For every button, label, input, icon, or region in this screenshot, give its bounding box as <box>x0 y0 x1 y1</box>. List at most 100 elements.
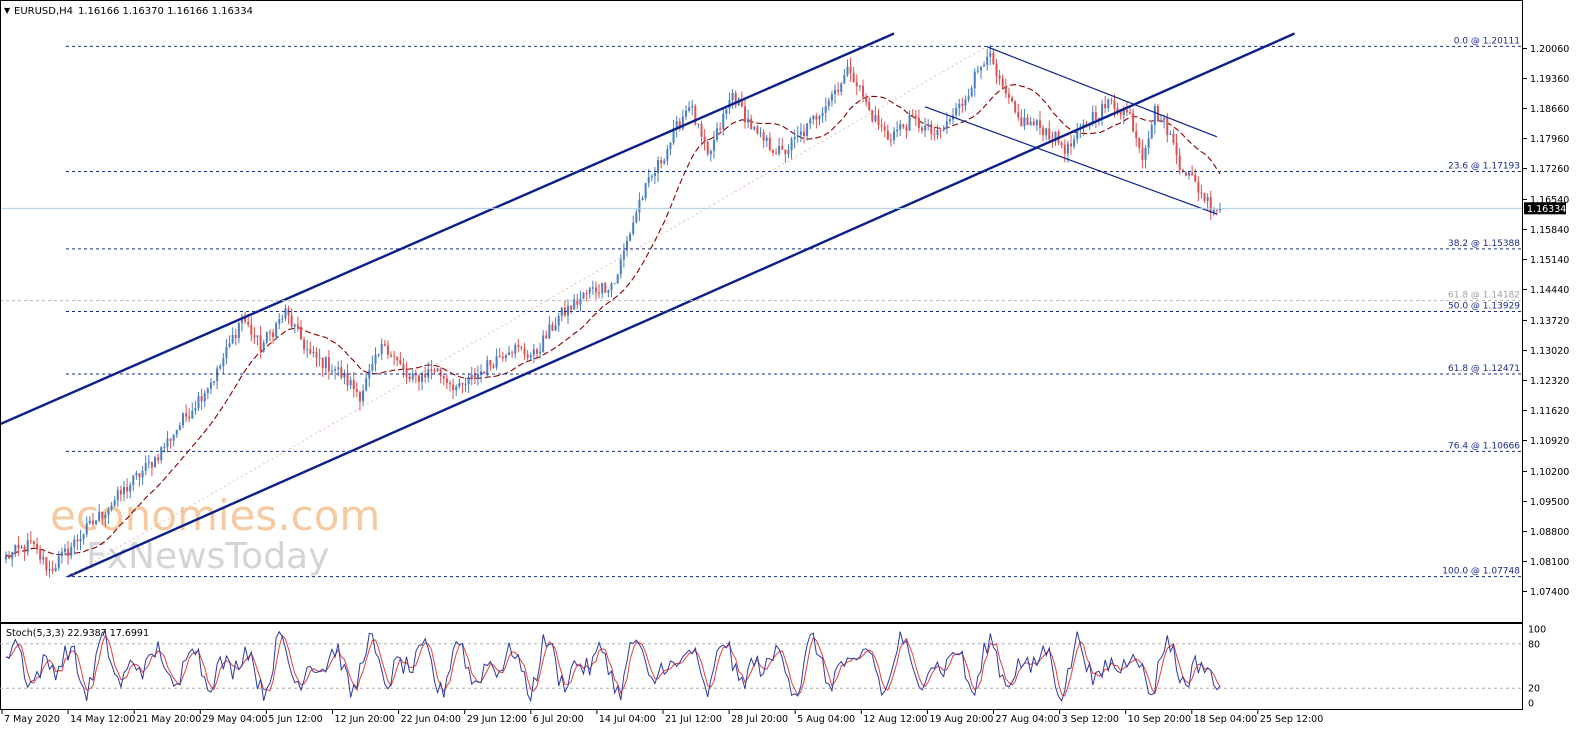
candle <box>436 367 439 372</box>
candle <box>520 345 523 351</box>
candle <box>883 121 886 138</box>
candle <box>76 534 79 550</box>
price-tick-label: 1.12320 <box>1530 376 1569 387</box>
candle <box>970 85 973 98</box>
candle <box>98 503 101 523</box>
candle <box>588 286 591 299</box>
candle <box>181 412 184 429</box>
time-tick-label: 29 May 04:00 <box>202 714 267 725</box>
candle <box>1147 130 1150 155</box>
candle <box>299 320 302 340</box>
candle <box>113 496 116 508</box>
candle <box>973 68 976 97</box>
candle <box>23 544 26 562</box>
fib-level-label: 76.4 @ 1.10666 <box>1448 441 1520 451</box>
time-tick-label: 21 Jul 12:00 <box>665 714 722 725</box>
candle <box>691 99 694 116</box>
candle <box>200 388 203 411</box>
time-tick-label: 14 May 12:00 <box>70 714 135 725</box>
candle <box>362 384 365 406</box>
stochastic-tick-label: 0 <box>1528 699 1534 710</box>
price-tick-label: 1.17960 <box>1530 134 1569 145</box>
candle <box>1219 202 1222 213</box>
candle <box>365 373 368 392</box>
candle <box>315 347 318 368</box>
candle <box>557 312 560 332</box>
chart-header: ▼ EURUSD,H4 1.16166 1.16370 1.16166 1.16… <box>4 6 253 17</box>
candle <box>486 355 489 379</box>
candle <box>672 119 675 145</box>
candle <box>36 537 39 555</box>
candle <box>442 373 445 386</box>
candle <box>253 326 256 345</box>
fib-level-label: 50.0 @ 1.13929 <box>1448 301 1520 311</box>
candle <box>303 336 306 355</box>
fib-level-label: 23.6 @ 1.17193 <box>1448 161 1520 171</box>
candle <box>101 511 104 526</box>
candle <box>421 371 424 391</box>
candle <box>1175 133 1178 165</box>
candle <box>684 105 687 121</box>
candle <box>529 352 532 361</box>
candle <box>619 254 622 279</box>
time-tick-label: 5 Jun 12:00 <box>268 714 322 725</box>
candle <box>759 127 762 138</box>
candle <box>570 304 573 314</box>
candle <box>1070 134 1073 155</box>
candle <box>1017 103 1020 121</box>
candle <box>42 551 45 565</box>
candle <box>237 321 240 344</box>
candle <box>1035 118 1038 131</box>
fibonacci-layer: 0.0 @ 1.20111 23.6 @ 1.17193 38.2 @ 1.1538… <box>0 36 1522 578</box>
candle <box>411 369 414 383</box>
candle <box>57 551 60 571</box>
stochastic-tick-label: 100 <box>1528 625 1546 636</box>
candle <box>452 378 455 400</box>
candle <box>88 516 91 525</box>
candle <box>700 120 703 146</box>
candle <box>60 547 63 564</box>
candle <box>995 58 998 85</box>
candle <box>284 304 287 322</box>
candle <box>911 108 914 116</box>
candle <box>48 560 51 578</box>
candle <box>1169 130 1172 136</box>
candle <box>1141 139 1144 169</box>
candle <box>709 149 712 162</box>
candle <box>722 106 725 136</box>
candle <box>567 299 570 324</box>
candle <box>321 357 324 378</box>
candle <box>1042 125 1045 142</box>
stochastic-tick-label: 80 <box>1528 639 1540 650</box>
candle <box>340 360 343 380</box>
candle <box>824 97 827 122</box>
candle <box>147 455 150 469</box>
time-tick-label: 19 Aug 20:00 <box>929 714 993 725</box>
candle <box>408 373 411 383</box>
main-chart-frame <box>0 0 1523 623</box>
candle <box>175 429 178 438</box>
candle <box>535 347 538 360</box>
candle <box>14 544 17 557</box>
candle <box>445 374 448 390</box>
upper-channel-line <box>0 32 895 426</box>
candle <box>234 328 237 346</box>
candle <box>383 339 386 347</box>
time-tick-label: 7 May 2020 <box>4 714 60 725</box>
candle <box>70 542 73 560</box>
candle <box>45 556 48 576</box>
candle <box>830 90 833 107</box>
candle <box>734 90 737 109</box>
candle <box>504 353 507 363</box>
time-tick-label: 5 Aug 04:00 <box>797 714 855 725</box>
candle <box>67 540 70 565</box>
candle <box>32 540 35 548</box>
candle <box>610 281 613 298</box>
fib-level-label: 100.0 @ 1.07748 <box>1442 567 1520 577</box>
candle <box>433 367 436 374</box>
candle <box>402 358 405 379</box>
candle <box>1004 78 1007 98</box>
candle <box>380 338 383 360</box>
candle <box>716 122 719 142</box>
price-tick-label: 1.08100 <box>1530 557 1569 568</box>
